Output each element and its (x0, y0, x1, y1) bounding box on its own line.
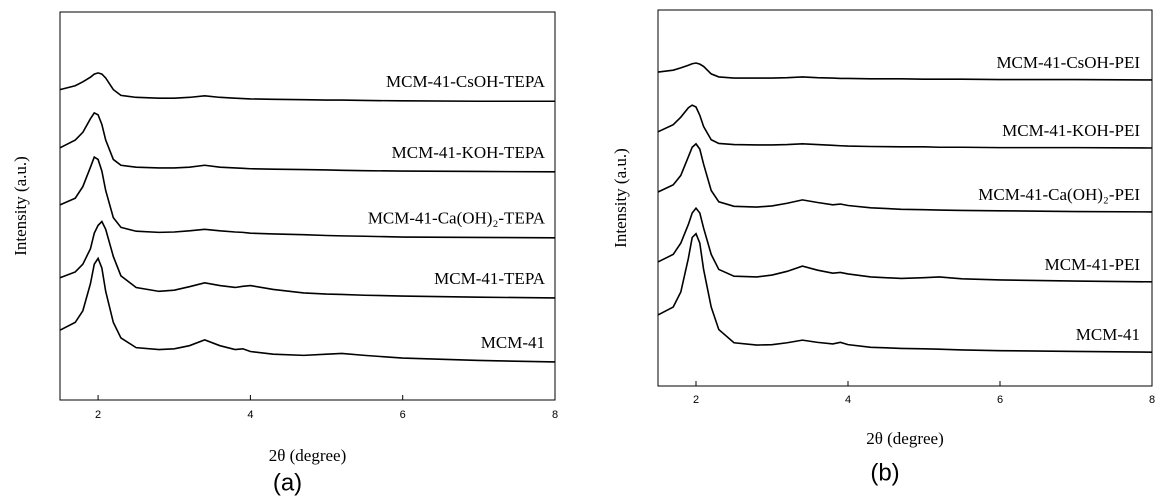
y-axis-label: Intensity (a.u.) (11, 156, 30, 256)
curve (59, 155, 556, 239)
y-axis-label: Intensity (a.u.) (611, 148, 630, 248)
curve-label: MCM-41 (481, 333, 545, 352)
curve-label: MCM-41-Ca(OH)₂-TEPA (368, 209, 546, 228)
x-tick-label: 6 (400, 409, 406, 421)
curve (59, 256, 556, 363)
x-tick-label: 4 (247, 409, 253, 421)
curve (657, 104, 1153, 149)
curve (59, 72, 555, 103)
curve (59, 220, 556, 299)
panel-label: (a) (273, 469, 302, 496)
x-tick-label: 2 (693, 394, 699, 406)
curve (657, 62, 1153, 81)
plot-frame (657, 9, 1153, 387)
curve-label: MCM-41-TEPA (434, 269, 546, 288)
curve (657, 232, 1153, 353)
plot-frame (59, 11, 556, 401)
curve (59, 111, 556, 173)
x-tick-label: 6 (997, 394, 1003, 406)
curve-label: MCM-41-Ca(OH)₂-PEI (978, 185, 1140, 204)
curve-label: MCM-41-PEI (1045, 255, 1141, 274)
curve-label: MCM-41-CsOH-TEPA (386, 72, 546, 91)
x-tick-label: 2 (95, 409, 101, 421)
x-tick-label: 8 (552, 409, 558, 421)
curve-label: MCM-41 (1076, 325, 1140, 344)
panel-label: (b) (870, 459, 899, 486)
x-axis-label: 2θ (degree) (866, 429, 944, 448)
x-tick-label: 4 (845, 394, 851, 406)
curve-label: MCM-41-KOH-TEPA (392, 143, 546, 162)
curve-label: MCM-41-CsOH-PEI (996, 53, 1140, 72)
x-axis-label: 2θ (degree) (269, 446, 347, 465)
x-tick-label: 8 (1149, 394, 1155, 406)
curve (657, 142, 1153, 213)
curve (657, 206, 1153, 283)
curve-label: MCM-41-KOH-PEI (1002, 121, 1140, 140)
